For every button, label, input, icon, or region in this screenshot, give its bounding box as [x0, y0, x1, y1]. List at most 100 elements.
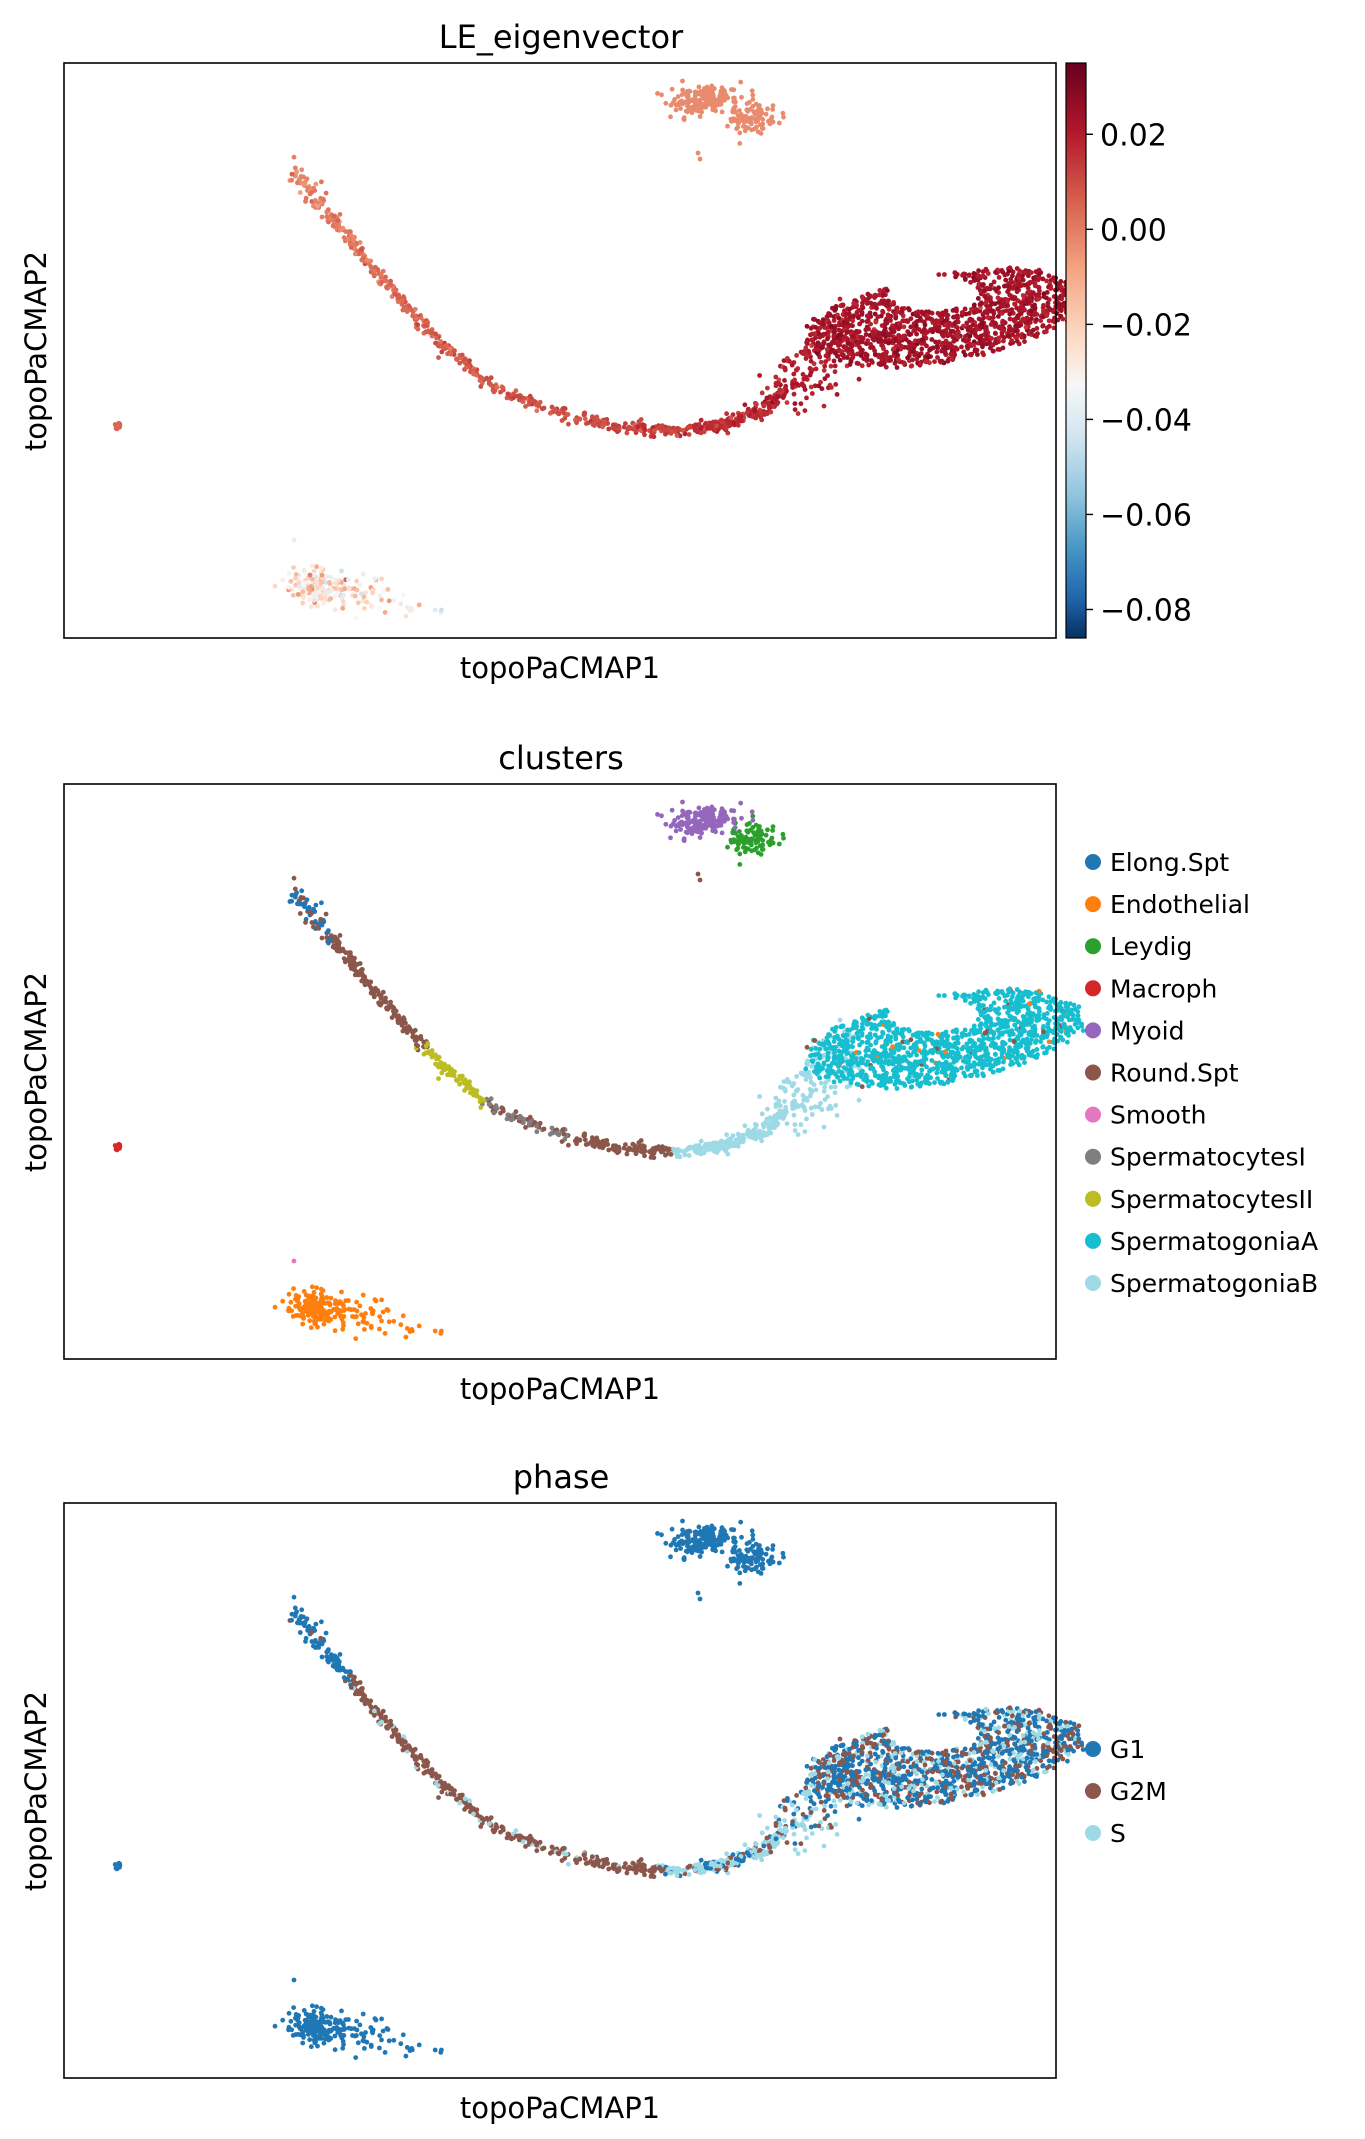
scatter-point — [770, 119, 776, 125]
scatter-point — [1057, 281, 1062, 286]
x-axis-label: topoPaCMAP1 — [460, 651, 660, 685]
scatter-point — [809, 1112, 815, 1117]
scatter-point — [860, 1056, 866, 1062]
scatter-point — [860, 335, 866, 341]
scatter-point — [1010, 286, 1016, 291]
scatter-point — [668, 114, 673, 120]
scatter-point — [947, 321, 953, 327]
scatter-point — [301, 595, 306, 600]
scatter-point — [313, 181, 319, 187]
scatter-point — [432, 607, 438, 613]
scatter-point — [768, 409, 774, 415]
scatter-point — [870, 332, 876, 338]
scatter-point — [942, 1071, 948, 1076]
scatter-point — [858, 1074, 864, 1079]
scatter-point — [1048, 1007, 1054, 1012]
scatter-point — [856, 1050, 862, 1056]
scatter-point — [912, 352, 917, 358]
scatter-point — [837, 1053, 842, 1059]
scatter-point — [829, 1106, 834, 1111]
scatter-point — [877, 288, 883, 293]
scatter-point — [463, 365, 469, 371]
scatter-point — [383, 278, 389, 284]
scatter-point — [821, 368, 827, 373]
scatter-point — [954, 1034, 960, 1040]
scatter-point — [697, 825, 703, 831]
scatter-point — [834, 1113, 840, 1118]
scatter-point — [712, 822, 717, 828]
scatter-point — [773, 1117, 779, 1123]
scatter-point — [851, 352, 856, 358]
scatter-point — [891, 300, 896, 305]
scatter-point — [996, 285, 1001, 291]
scatter-point — [839, 1073, 845, 1079]
scatter-point — [1046, 273, 1052, 279]
scatter-point — [673, 107, 679, 113]
scatter-point — [738, 800, 744, 806]
scatter-point — [979, 282, 985, 288]
panel-clusters: clusters topoPaCMAP1 topoPaCMAP2 Elong.S… — [19, 739, 1318, 1406]
scatter-point — [775, 400, 781, 405]
scatter-point — [970, 328, 976, 333]
scatter-point — [1051, 996, 1056, 1002]
scatter-point — [844, 1051, 850, 1056]
scatter-point — [555, 1131, 561, 1137]
scatter-point — [863, 327, 869, 333]
scatter-point — [454, 356, 460, 362]
scatter-point — [791, 371, 797, 377]
scatter-point — [340, 225, 346, 231]
scatter-point — [705, 425, 710, 431]
scatter-point — [734, 117, 740, 123]
scatter-point — [880, 310, 886, 315]
scatter-point — [976, 989, 981, 995]
scatter-point — [318, 565, 324, 571]
scatter-point — [663, 1152, 668, 1158]
scatter-point — [616, 1147, 622, 1152]
scatter-point — [993, 990, 998, 996]
scatter-point — [951, 314, 956, 320]
scatter-point — [911, 1069, 916, 1075]
scatter-point — [768, 1130, 774, 1136]
chart-title: LE_eigenvector — [439, 18, 684, 56]
scatter-point — [982, 1053, 987, 1058]
scatter-point — [936, 319, 941, 324]
scatter-point — [454, 1077, 460, 1083]
scatter-point — [1011, 1039, 1017, 1044]
scatter-point — [758, 411, 764, 417]
scatter-point — [860, 347, 865, 353]
scatter-point — [942, 993, 947, 998]
scatter-point — [803, 1077, 809, 1082]
scatter-point — [527, 399, 532, 405]
scatter-point — [885, 314, 891, 320]
scatter-point — [541, 1126, 547, 1132]
scatter-point — [877, 1051, 882, 1057]
scatter-point — [988, 1003, 994, 1009]
scatter-point — [825, 329, 831, 335]
scatter-point — [680, 822, 686, 828]
scatter-point — [1020, 293, 1026, 298]
scatter-point — [697, 156, 703, 162]
scatter-point — [950, 308, 956, 313]
scatter-point — [979, 321, 985, 327]
scatter-points — [112, 78, 1086, 620]
scatter-point — [408, 307, 414, 312]
scatter-point — [808, 370, 814, 375]
scatter-point — [802, 387, 808, 392]
scatter-point — [403, 305, 409, 310]
scatter-point — [981, 1058, 987, 1064]
scatter-point — [350, 958, 356, 964]
scatter-point — [527, 1120, 532, 1126]
scatter-point — [773, 396, 779, 402]
scatter-point — [827, 311, 833, 317]
scatter-point — [743, 124, 749, 130]
scatter-point — [399, 297, 405, 303]
scatter-point — [443, 1064, 449, 1069]
scatter-point — [1009, 307, 1015, 312]
scatter-point — [990, 1022, 996, 1027]
scatter-point — [821, 340, 827, 346]
scatter-point — [668, 835, 673, 841]
scatter-point — [932, 1080, 937, 1085]
scatter-point — [1007, 1045, 1012, 1050]
scatter-point — [1033, 1040, 1038, 1045]
scatter-point — [822, 1084, 828, 1090]
